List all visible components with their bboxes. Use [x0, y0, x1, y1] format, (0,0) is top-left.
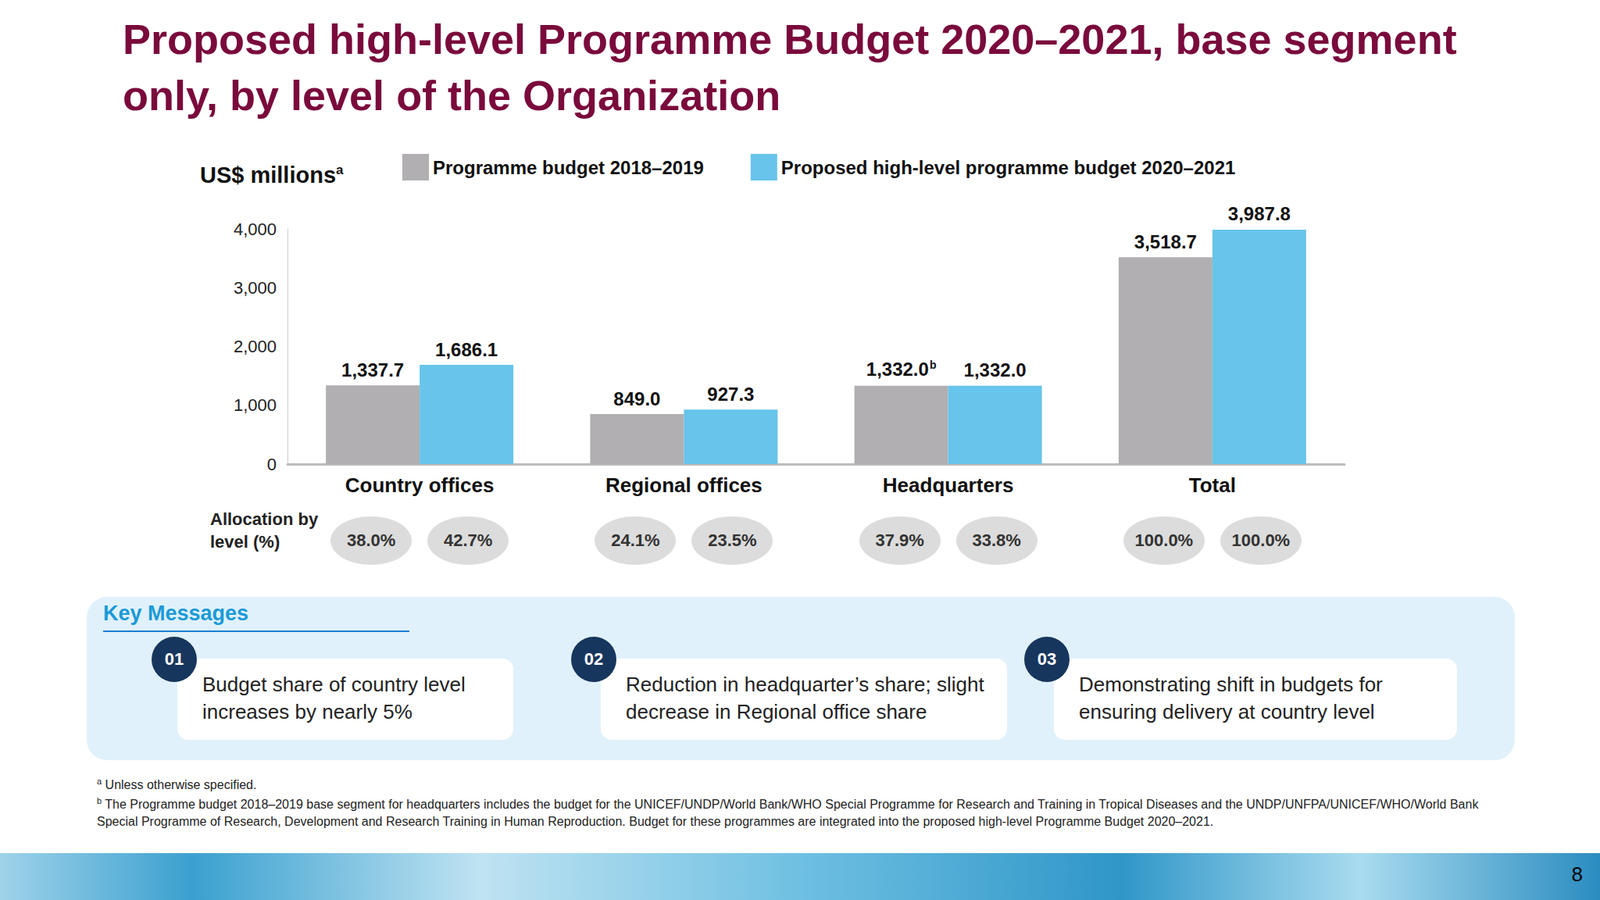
- svg-text:4,000: 4,000: [233, 219, 277, 240]
- html-text:8: 8: [1571, 862, 1583, 886]
- svg-text:Total: Total: [1189, 473, 1236, 497]
- svg-text:1,332.0: 1,332.0: [964, 359, 1027, 381]
- svg-text:927.3: 927.3: [707, 383, 754, 405]
- svg-text:Programme budget 2018–2019: Programme budget 2018–2019: [432, 157, 704, 179]
- svg-text:1,332.0: 1,332.0: [866, 358, 929, 380]
- svg-text:2,000: 2,000: [233, 336, 277, 357]
- html-text:bThe Programme budget 2018–201: bThe Programme budget 2018–2019 base seg…: [96, 796, 1479, 828]
- html-text:42.7%: 42.7%: [443, 530, 493, 550]
- html-text:Proposed high-level Programme: Proposed high-level Programme Budget 202…: [122, 15, 1457, 119]
- html-text:aUnless otherwise specified.: aUnless otherwise specified.: [96, 776, 257, 792]
- html-text:Budget share of country level: Budget share of country level increases …: [202, 672, 466, 724]
- html-text:100.0%: 100.0%: [1134, 530, 1194, 550]
- html-text:100.0%: 100.0%: [1231, 530, 1290, 550]
- svg-text:849.0: 849.0: [613, 388, 661, 410]
- svg-text:3,518.7: 3,518.7: [1134, 231, 1197, 253]
- html-text:Key Messages: Key Messages: [103, 601, 249, 625]
- html-text:38.0%: 38.0%: [346, 530, 396, 550]
- svg-text:1,000: 1,000: [233, 395, 277, 415]
- svg-text:1,686.1: 1,686.1: [435, 339, 498, 361]
- html-text:23.5%: 23.5%: [707, 530, 757, 550]
- html-text:01: 01: [164, 649, 184, 669]
- html-text:24.1%: 24.1%: [611, 530, 660, 550]
- svg-text:3,000: 3,000: [233, 278, 277, 298]
- html-text:Allocation by level (%): Allocation by level (%): [210, 509, 319, 552]
- html-text:02: 02: [584, 649, 604, 669]
- html-text:33.8%: 33.8%: [972, 530, 1021, 550]
- html-text:03: 03: [1037, 649, 1057, 669]
- svg-text:Headquarters: Headquarters: [882, 473, 1015, 497]
- svg-text:0: 0: [267, 454, 277, 475]
- svg-text:Proposed high-level programme: Proposed high-level programme budget 202…: [781, 157, 1236, 179]
- html-text:37.9%: 37.9%: [875, 530, 925, 550]
- svg-text:b: b: [929, 358, 937, 372]
- html-text:Demonstrating shift in budgets: Demonstrating shift in budgets for ensur…: [1078, 672, 1383, 724]
- html-text:US$ millionsa: US$ millionsa: [200, 162, 344, 188]
- svg-text:3,987.8: 3,987.8: [1228, 203, 1291, 225]
- svg-text:1,337.7: 1,337.7: [341, 359, 404, 381]
- html-text:Reduction in headquarter’s sha: Reduction in headquarter’s share; slight…: [625, 672, 985, 724]
- svg-text:Country offices: Country offices: [345, 473, 495, 497]
- svg-text:Regional offices: Regional offices: [605, 473, 763, 497]
